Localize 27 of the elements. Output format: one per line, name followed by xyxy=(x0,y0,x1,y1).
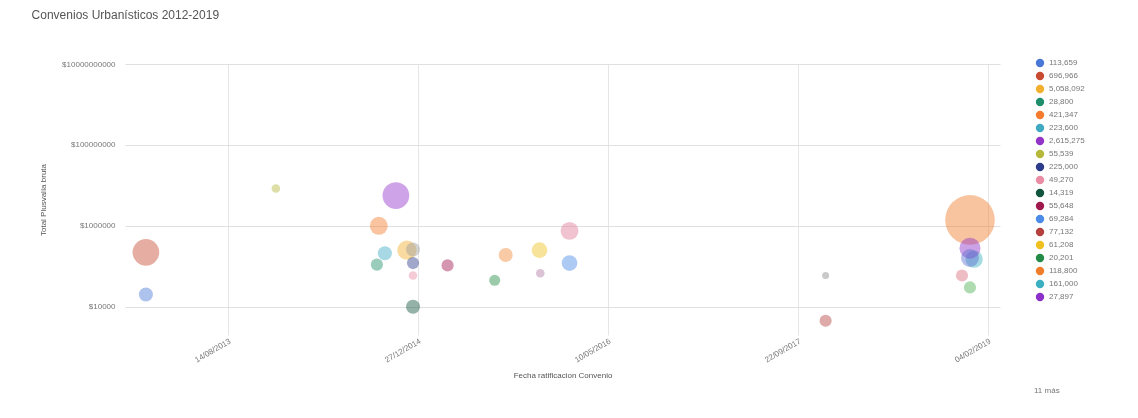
legend-label: 69,284 xyxy=(1049,214,1075,223)
legend-label: 49,270 xyxy=(1049,175,1075,184)
x-axis-title: Fecha ratificacion Convenio xyxy=(513,371,613,381)
y-tick-label: $10000000000 xyxy=(62,59,117,69)
legend-label: 20,201 xyxy=(1049,253,1075,262)
legend-label: 5,058,092 xyxy=(1049,84,1086,93)
y-axis-title: Total Plusvalía bruta xyxy=(39,163,49,237)
legend-label: 113,659 xyxy=(1049,58,1078,67)
legend-label: 61,208 xyxy=(1049,240,1075,249)
legend-label: 55,539 xyxy=(1049,149,1075,158)
legend-label: 421,347 xyxy=(1049,110,1079,119)
legend-label: 55,648 xyxy=(1049,201,1075,210)
y-tick-label: $10000 xyxy=(88,302,117,312)
text: 11 más xyxy=(1034,386,1060,395)
legend-label: 28,800 xyxy=(1049,97,1075,106)
legend-label: 161,000 xyxy=(1049,279,1079,288)
legend-label: 14,319 xyxy=(1049,188,1075,197)
y-tick-label: $1000000 xyxy=(79,221,117,231)
legend-label: 2,615,275 xyxy=(1049,136,1086,145)
legend-label: 27,897 xyxy=(1049,292,1075,301)
chart-title: Convenios Urbanísticos 2012-2019 xyxy=(31,8,220,22)
legend-label: 225,000 xyxy=(1049,162,1079,171)
y-tick-label: $100000000 xyxy=(71,140,117,150)
legend-label: 696,966 xyxy=(1049,71,1079,80)
legend-label: 118,800 xyxy=(1049,266,1078,275)
legend-label: 223,600 xyxy=(1049,123,1079,132)
legend-label: 77,132 xyxy=(1049,227,1075,236)
